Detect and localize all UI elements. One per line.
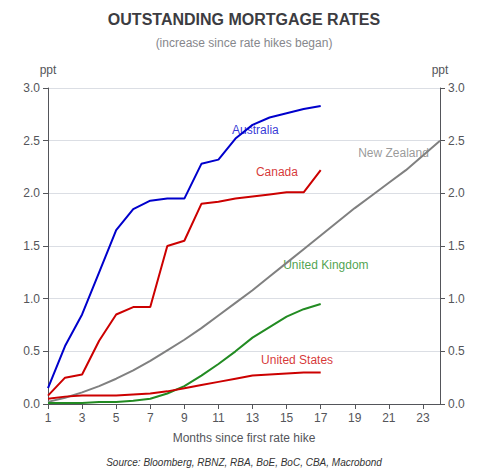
svg-text:ppt: ppt (432, 63, 449, 77)
svg-text:New Zealand: New Zealand (358, 146, 429, 161)
svg-text:1.0: 1.0 (448, 292, 465, 306)
svg-text:United Kingdom: United Kingdom (283, 258, 368, 272)
svg-text:1: 1 (45, 411, 52, 425)
svg-text:0.5: 0.5 (448, 344, 465, 358)
svg-text:23: 23 (416, 411, 430, 425)
svg-text:0.5: 0.5 (23, 344, 40, 358)
svg-text:ppt: ppt (40, 63, 57, 77)
svg-text:17: 17 (314, 411, 328, 425)
svg-text:19: 19 (348, 411, 362, 425)
svg-text:Months since first rate hike: Months since first rate hike (173, 431, 316, 445)
svg-text:OUTSTANDING MORTGAGE RATES: OUTSTANDING MORTGAGE RATES (108, 11, 381, 28)
svg-text:Source: Bloomberg, RBNZ, RBA,: Source: Bloomberg, RBNZ, RBA, BoE, BoC, … (106, 457, 382, 468)
svg-text:(increase since rate hikes beg: (increase since rate hikes began) (156, 36, 333, 50)
svg-text:11: 11 (212, 411, 225, 425)
svg-text:United States: United States (261, 353, 333, 367)
svg-text:2.0: 2.0 (23, 186, 40, 200)
svg-text:3.0: 3.0 (23, 81, 40, 95)
svg-text:21: 21 (382, 411, 396, 425)
svg-text:Canada: Canada (256, 165, 298, 179)
svg-text:7: 7 (147, 411, 154, 425)
svg-text:2.0: 2.0 (448, 186, 465, 200)
svg-text:1.5: 1.5 (23, 239, 40, 253)
svg-text:3.0: 3.0 (448, 81, 465, 95)
svg-text:5: 5 (113, 411, 120, 425)
svg-text:15: 15 (280, 411, 294, 425)
svg-text:0.0: 0.0 (23, 397, 40, 411)
svg-text:1.0: 1.0 (23, 292, 40, 306)
svg-text:1.5: 1.5 (448, 239, 465, 253)
svg-text:0.0: 0.0 (448, 397, 465, 411)
svg-text:9: 9 (181, 411, 188, 425)
svg-text:13: 13 (246, 411, 260, 425)
svg-text:3: 3 (79, 411, 86, 425)
svg-text:2.5: 2.5 (448, 134, 465, 148)
svg-text:Australia: Australia (232, 123, 279, 138)
svg-text:2.5: 2.5 (23, 134, 40, 148)
